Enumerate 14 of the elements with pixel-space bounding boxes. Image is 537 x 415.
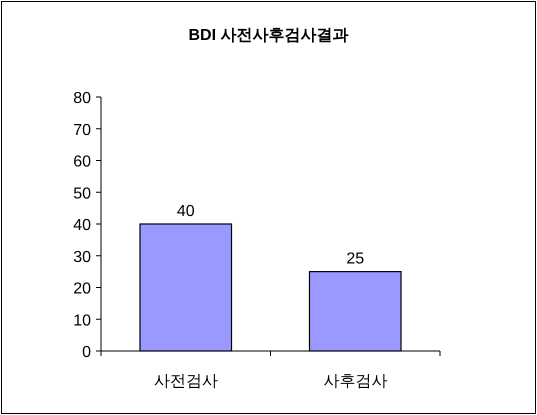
data-label: 25 (346, 250, 364, 268)
y-tick-label: 0 (82, 344, 92, 361)
y-tick-label: 60 (73, 154, 92, 170)
chart-title: BDI 사전사후검사결과 (188, 27, 348, 44)
y-tick-label: 10 (73, 312, 92, 330)
y-tick-label: 30 (73, 248, 92, 266)
y-tick-label: 20 (73, 280, 92, 298)
y-tick-label: 70 (73, 122, 92, 139)
y-tick-label: 50 (73, 185, 92, 202)
x-tick-label: 사후검사 (323, 373, 388, 390)
y-tick-label: 80 (73, 90, 92, 107)
data-label: 40 (176, 203, 195, 220)
x-tick-label: 사전검사 (154, 373, 218, 390)
y-tick-label: 40 (73, 217, 92, 234)
